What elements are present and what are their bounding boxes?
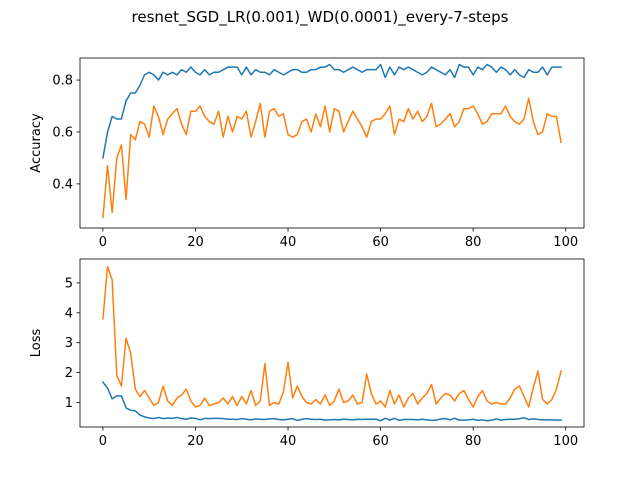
loss-x-tick-label: 20 [187,434,204,449]
accuracy-x-tick-label: 20 [187,235,204,250]
loss-y-tick-label: 5 [65,276,73,291]
loss-x-tick-label: 0 [99,434,107,449]
accuracy-y-axis-label: Accuracy [29,113,44,173]
loss-subplot: 0 20 40 60 80 100 1 2 3 4 5 Loss [29,258,585,449]
loss-y-tick-label: 2 [65,366,73,381]
accuracy-y-tick-label: 0.4 [52,177,73,192]
accuracy-x-tick-label: 60 [372,235,389,250]
accuracy-y-tick-label: 0.8 [52,74,73,89]
loss-series-2-line [102,265,563,408]
accuracy-x-tick-label: 80 [465,235,482,250]
accuracy-y-tick-label: 0.6 [52,125,73,140]
loss-y-tick-label: 3 [65,336,73,351]
figure-title: resnet_SGD_LR(0.001)_WD(0.0001)_every-7-… [132,8,509,27]
loss-x-tick-label: 80 [465,434,482,449]
loss-series-1-line [101,381,562,422]
accuracy-series-2-line [102,97,562,219]
loss-y-axis-label: Loss [29,329,44,358]
loss-x-tick-label: 100 [553,434,578,449]
loss-x-tick-label: 60 [372,434,389,449]
loss-y-tick-label: 1 [65,396,73,411]
loss-y-tick-label: 4 [65,306,73,321]
accuracy-x-tick-label: 100 [553,235,578,250]
accuracy-x-tick-label: 40 [280,235,297,250]
accuracy-subplot: 0 20 40 60 80 100 0.4 0.6 0.8 Accuracy [29,57,585,250]
accuracy-x-tick-label: 0 [99,235,107,250]
loss-x-tick-label: 40 [280,434,297,449]
accuracy-series-1-line [102,63,562,159]
accuracy-axes-frame [79,57,585,229]
